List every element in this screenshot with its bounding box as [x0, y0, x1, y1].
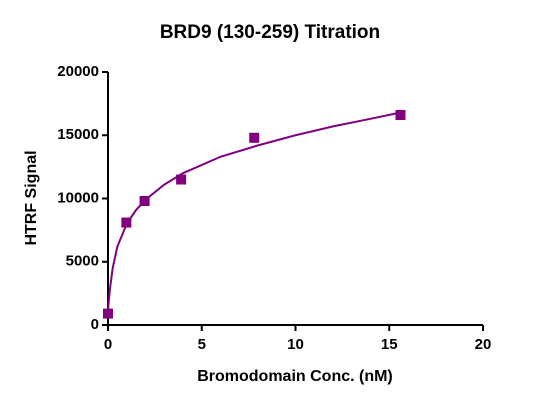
- x-tick-label: 20: [475, 336, 492, 353]
- y-axis-label: HTRF Signal: [23, 150, 40, 245]
- y-tick-label: 10000: [57, 189, 99, 206]
- data-point: [395, 110, 406, 121]
- y-tick-label: 15000: [57, 126, 99, 143]
- data-point: [176, 174, 187, 185]
- y-tick-label: 5000: [66, 253, 99, 270]
- y-tick-label: 0: [91, 316, 99, 333]
- data-point: [249, 132, 260, 143]
- x-tick-label: 10: [287, 336, 304, 353]
- x-axis-label: Bromodomain Conc. (nM): [197, 368, 393, 385]
- x-tick-label: 15: [381, 336, 398, 353]
- data-point: [121, 217, 132, 228]
- chart-title: BRD9 (130-259) Titration: [160, 22, 380, 43]
- x-tick-label: 5: [198, 336, 206, 353]
- y-tick-label: 20000: [57, 63, 99, 80]
- data-point: [103, 308, 113, 319]
- x-tick-label: 0: [104, 336, 112, 353]
- fit-curve: [107, 111, 401, 310]
